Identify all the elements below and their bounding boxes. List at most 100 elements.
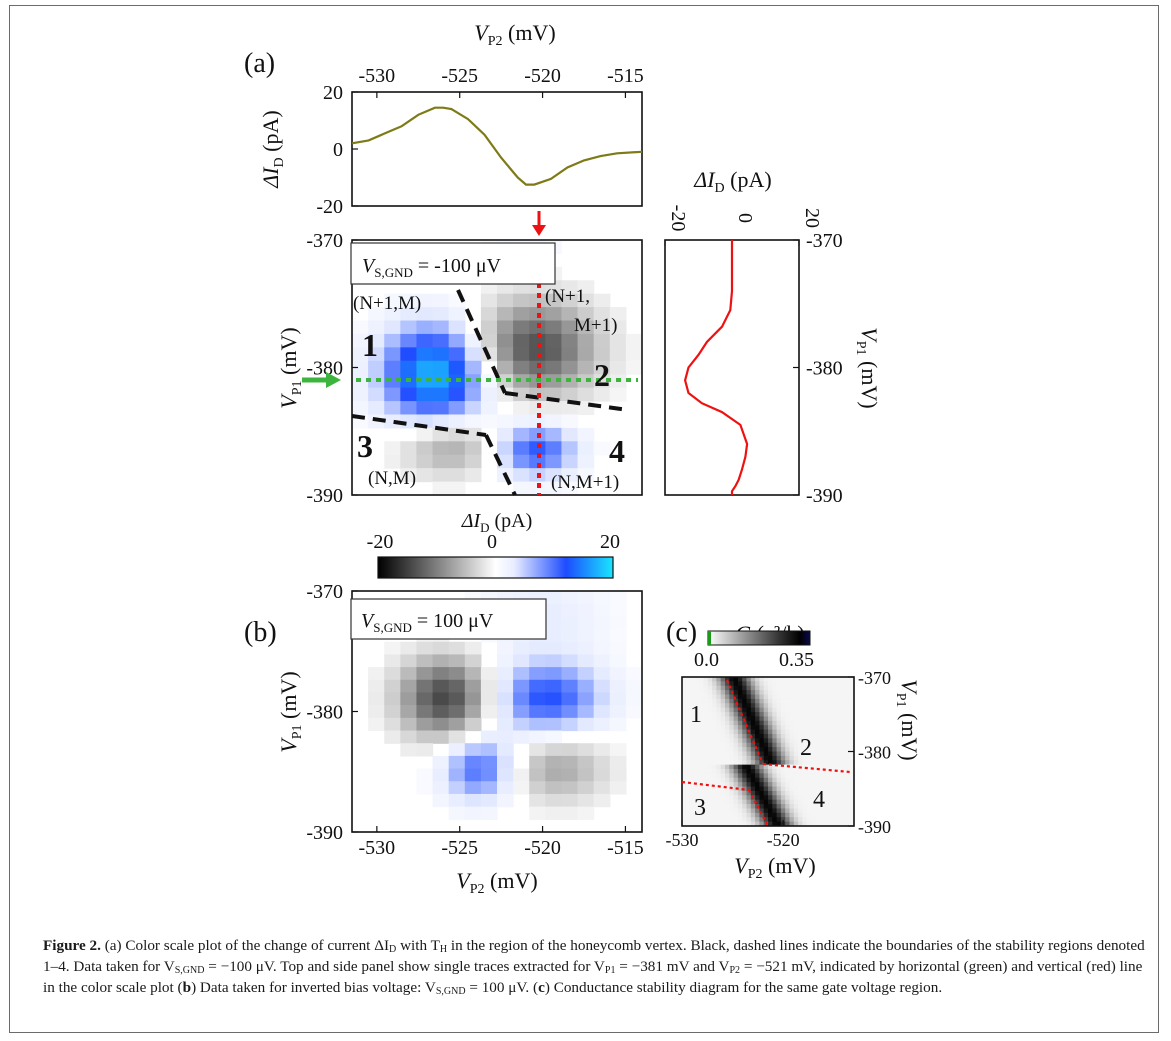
heatmap-c-cell (768, 716, 773, 722)
heatmap-c-cell (849, 755, 854, 761)
heatmap-c-cell (849, 760, 854, 766)
heatmap-c-cell (755, 681, 760, 687)
heatmap-a-cell (448, 481, 466, 495)
heatmap-b-cell (609, 692, 627, 706)
heatmap-c-cell (802, 698, 808, 704)
heatmap-b-cell (448, 679, 466, 694)
heatmap-c-cell (802, 729, 808, 735)
heatmap-c-cell (763, 760, 769, 766)
colorbar-a-tick-min: -20 (367, 531, 394, 553)
heatmap-c-cell (832, 751, 838, 757)
caption-text: ) Conductance stability diagram for the … (544, 979, 943, 996)
heatmap-c-cell (849, 694, 854, 700)
heatmap-c-cell (742, 812, 747, 818)
heatmap-a-cell (368, 401, 385, 416)
heatmap-c-cell (737, 685, 743, 691)
heatmap-c-cell (682, 799, 687, 805)
heatmap-c-cell (686, 694, 692, 700)
heatmap-c-cell (746, 795, 752, 801)
heatmap-c-cell (699, 707, 704, 713)
heatmap-c-cell (742, 677, 747, 682)
heatmap-c-cell (776, 729, 782, 735)
heatmap-a-cell (545, 414, 563, 429)
heatmap-c-cell (750, 742, 756, 748)
heatmap-c-cell (759, 782, 765, 788)
heatmap-a-cell (545, 347, 563, 362)
heatmap-c-cell (845, 821, 851, 826)
heatmap-c-cell (755, 812, 760, 818)
heatmap-c-cell (759, 733, 765, 739)
heatmap-c-cell (780, 742, 786, 748)
heatmap-c-cell (729, 790, 735, 796)
heatmap-a-cell (400, 333, 418, 348)
heatmap-c-cell (849, 773, 854, 779)
heatmap-c-cell (806, 786, 812, 792)
heatmap-c-cell (686, 817, 692, 823)
heatmap-c-cell (750, 799, 756, 805)
heatmap-c-cell (733, 755, 739, 761)
heatmap-c-cell (849, 821, 854, 826)
heatmap-c-cell (707, 764, 713, 770)
top-trace-frame (351, 91, 643, 207)
heatmap-c-cell (716, 742, 722, 748)
heatmap-c-cell (729, 725, 735, 731)
heatmap-c-cell (750, 725, 756, 731)
heatmap-c-cell (780, 729, 786, 735)
heatmap-b-cell (464, 667, 482, 681)
heatmap-c-cell (785, 821, 790, 826)
heatmap-c-cell (832, 804, 838, 809)
heatmap-c-cell (720, 677, 726, 682)
heatmap-c-cell (789, 698, 795, 704)
heatmap-c-cell (755, 712, 760, 717)
heatmap-c-cell (707, 747, 713, 752)
heatmap-c-cell (776, 769, 782, 774)
conductance-panel-c: G (e²/h) 0.0 0.35 1 2 3 4 -370-380-390 -… (666, 621, 923, 882)
heatmap-c-cell (742, 755, 747, 761)
heatmap-c-cell (836, 795, 842, 801)
heatmap-c-cell (759, 799, 765, 805)
heatmap-c-cell (819, 795, 825, 801)
heatmap-c-cell (755, 808, 760, 814)
heatmap-c-cell (815, 707, 821, 713)
heatmap-c-cell (772, 790, 778, 796)
heatmap-b-cell (464, 641, 482, 656)
heatmap-c-cell (755, 720, 760, 726)
top-xtick-label: -520 (524, 65, 561, 87)
heatmap-b-cell (464, 705, 482, 719)
heatmap-c-cell (755, 738, 760, 744)
b-ytick-label: -380 (306, 702, 343, 724)
heatmap-c-cell (690, 707, 696, 713)
heatmap-c-cell (703, 799, 709, 805)
heatmap-c-cell (729, 720, 735, 726)
heatmap-c-cell (823, 751, 829, 757)
heatmap-c-cell (845, 777, 851, 783)
heatmap-c-cell (841, 685, 846, 691)
heatmap-c-cell (793, 755, 799, 761)
heatmap-c-cell (802, 725, 808, 731)
heatmap-c-cell (755, 698, 760, 704)
heatmap-c-cell (703, 720, 709, 726)
heatmap-c-cell (720, 738, 726, 744)
heatmap-c-cell (742, 712, 747, 717)
heatmap-a-cell (448, 414, 466, 429)
heatmap-c-cell (733, 773, 739, 779)
heatmap-c-cell (729, 782, 735, 788)
heatmap-c-cell (798, 782, 803, 788)
heatmap-a-cell (497, 414, 514, 429)
heatmap-c-cell (828, 694, 833, 700)
heatmap-c-cell (733, 712, 739, 717)
heatmap-c-cell (750, 790, 756, 796)
heatmap-c-cell (836, 799, 842, 805)
heatmap-c-cell (733, 698, 739, 704)
heatmap-c-cell (763, 729, 769, 735)
heatmap-c-cell (802, 790, 808, 796)
heatmap-b-cell (448, 641, 466, 656)
heatmap-c-cell (750, 808, 756, 814)
heatmap-b-cell (448, 667, 466, 681)
heatmap-c-cell (828, 790, 833, 796)
heatmap-c-cell (798, 773, 803, 779)
heatmap-c-cell (746, 808, 752, 814)
heatmap-b-cell (561, 806, 579, 820)
heatmap-c-cell (793, 694, 799, 700)
heatmap-b-cell (561, 781, 579, 795)
